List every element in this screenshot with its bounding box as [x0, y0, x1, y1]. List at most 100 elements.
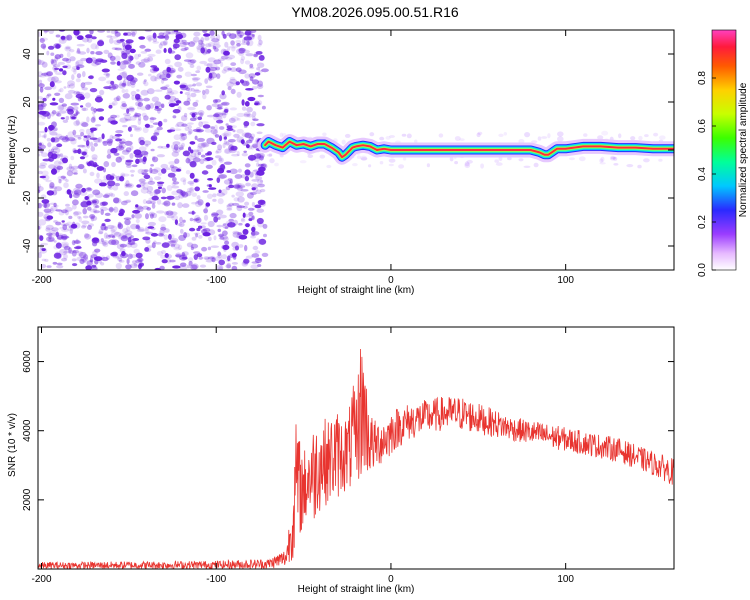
- noise-blob: [344, 133, 351, 138]
- noise-blob: [212, 46, 217, 50]
- noise-blob: [184, 112, 188, 118]
- noise-blob: [59, 153, 64, 157]
- noise-blob: [220, 48, 227, 55]
- noise-blob: [44, 211, 53, 214]
- noise-blob: [322, 132, 327, 137]
- x-tick-label: -100: [206, 275, 226, 286]
- noise-blob: [143, 115, 149, 121]
- noise-blob: [161, 103, 165, 109]
- noise-blob: [48, 183, 55, 190]
- noise-blob: [152, 122, 161, 125]
- noise-blob: [494, 159, 500, 163]
- noise-blob: [76, 165, 86, 170]
- noise-blob: [174, 54, 181, 61]
- noise-blob: [76, 47, 80, 54]
- noise-blob: [597, 135, 604, 140]
- noise-blob: [112, 185, 119, 191]
- noise-blob: [50, 148, 55, 153]
- noise-blob: [187, 159, 192, 164]
- x-tick-label: -200: [31, 574, 51, 585]
- noise-blob: [116, 61, 121, 66]
- noise-blob: [73, 120, 81, 127]
- noise-blob: [218, 189, 222, 194]
- noise-blob: [256, 83, 264, 90]
- noise-blob: [134, 213, 142, 219]
- noise-blob: [177, 244, 183, 251]
- noise-blob: [114, 133, 123, 137]
- noise-blob: [158, 216, 167, 223]
- noise-blob: [108, 206, 114, 213]
- noise-blob: [87, 206, 92, 211]
- noise-blob: [211, 38, 220, 43]
- noise-blob: [166, 73, 171, 79]
- noise-blob: [110, 225, 118, 232]
- noise-blob: [199, 60, 208, 65]
- noise-blob: [206, 114, 215, 118]
- noise-blob: [113, 97, 120, 102]
- noise-blob: [120, 172, 126, 178]
- noise-blob: [92, 241, 98, 247]
- noise-blob: [51, 137, 60, 143]
- noise-blob: [50, 52, 55, 56]
- noise-blob: [71, 258, 77, 262]
- noise-blob: [228, 117, 236, 124]
- noise-blob: [107, 52, 113, 59]
- noise-blob: [119, 63, 127, 70]
- noise-blob: [130, 133, 133, 138]
- noise-blob: [237, 196, 245, 203]
- noise-blob: [138, 263, 142, 270]
- noise-blob: [189, 227, 196, 232]
- noise-blob: [213, 235, 217, 241]
- noise-blob: [179, 216, 183, 224]
- noise-blob: [119, 38, 125, 42]
- noise-blob: [89, 208, 97, 213]
- noise-blob: [88, 223, 94, 227]
- noise-blob: [134, 112, 138, 117]
- noise-blob: [44, 126, 48, 133]
- noise-blob: [156, 154, 165, 158]
- noise-blob: [477, 131, 483, 135]
- noise-blob: [253, 54, 258, 58]
- noise-blob: [223, 161, 232, 165]
- noise-blob: [251, 79, 260, 85]
- noise-blob: [45, 94, 50, 99]
- noise-blob: [124, 118, 132, 122]
- noise-blob: [47, 76, 56, 83]
- noise-blob: [76, 73, 82, 79]
- noise-blob: [150, 75, 157, 82]
- noise-blob: [232, 129, 236, 133]
- noise-blob: [118, 259, 125, 263]
- noise-blob: [236, 150, 240, 157]
- noise-blob: [201, 170, 209, 175]
- noise-blob: [58, 110, 67, 114]
- noise-blob: [132, 209, 141, 214]
- noise-blob: [163, 234, 169, 240]
- noise-blob: [215, 66, 221, 71]
- noise-blob: [66, 51, 71, 58]
- noise-blob: [55, 72, 63, 75]
- noise-blob: [147, 180, 156, 185]
- noise-blob: [138, 178, 146, 183]
- colorbar-tick-label: 0.8: [697, 71, 708, 85]
- noise-blob: [185, 52, 194, 59]
- noise-blob: [258, 55, 265, 61]
- colorbar-ticks: 0.00.20.40.60.8: [697, 71, 716, 277]
- noise-blob: [52, 59, 56, 64]
- noise-blob: [73, 211, 79, 217]
- noise-blob: [140, 150, 149, 156]
- noise-blob: [107, 116, 116, 123]
- noise-blob: [116, 75, 123, 81]
- noise-blob: [114, 31, 121, 37]
- noise-blob: [113, 206, 119, 213]
- noise-blob: [200, 142, 210, 148]
- noise-blob: [59, 53, 64, 58]
- noise-blob: [72, 249, 80, 254]
- noise-blob: [46, 190, 55, 196]
- noise-blob: [162, 31, 171, 35]
- noise-blob: [613, 163, 619, 166]
- noise-blob: [230, 116, 239, 122]
- noise-blob: [388, 163, 394, 167]
- noise-blob: [167, 172, 176, 178]
- noise-blob: [107, 180, 116, 187]
- noise-blob: [224, 148, 230, 154]
